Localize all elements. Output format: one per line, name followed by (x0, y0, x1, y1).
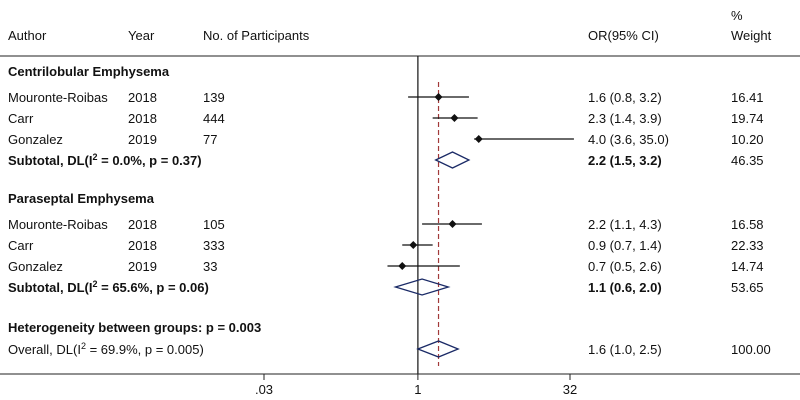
study-year: 2019 (128, 132, 157, 147)
study-or-ci: 4.0 (3.6, 35.0) (588, 132, 669, 147)
header-year: Year (128, 28, 155, 43)
study-or-ci: 2.2 (1.1, 4.3) (588, 217, 662, 232)
header-weight: Weight (731, 28, 772, 43)
group-title: Centrilobular Emphysema (8, 64, 170, 79)
study-weight: 14.74 (731, 259, 764, 274)
x-axis: .03 1 32 (0, 373, 800, 397)
study-author: Mouronte-Roibas (8, 217, 108, 232)
subtotal-weight: 46.35 (731, 153, 764, 168)
x-tick-label: .03 (255, 382, 273, 397)
study-point (398, 262, 407, 270)
header-or-ci: OR(95% CI) (588, 28, 659, 43)
study-or-ci: 0.7 (0.5, 2.6) (588, 259, 662, 274)
header-weight-percent: % (731, 8, 743, 23)
overall-label: Overall, DL(I2 = 69.9%, p = 0.005) (8, 341, 204, 357)
study-weight: 16.41 (731, 90, 764, 105)
study-point (474, 135, 483, 143)
subtotal-weight: 53.65 (731, 280, 764, 295)
study-author: Carr (8, 111, 34, 126)
study-year: 2018 (128, 217, 157, 232)
header-participants: No. of Participants (203, 28, 310, 43)
overall-weight: 100.00 (731, 342, 771, 357)
study-year: 2018 (128, 111, 157, 126)
study-point (448, 220, 457, 228)
study-weight: 22.33 (731, 238, 764, 253)
subtotal-diamond (434, 151, 471, 169)
study-or-ci: 0.9 (0.7, 1.4) (588, 238, 662, 253)
study-weight: 10.20 (731, 132, 764, 147)
study-or-ci: 1.6 (0.8, 3.2) (588, 90, 662, 105)
study-weight: 19.74 (731, 111, 764, 126)
study-participants: 105 (203, 217, 225, 232)
group-title: Paraseptal Emphysema (8, 191, 155, 206)
study-participants: 444 (203, 111, 225, 126)
subtotal-or-ci: 1.1 (0.6, 2.0) (588, 280, 662, 295)
study-participants: 33 (203, 259, 217, 274)
subtotal-label: Subtotal, DL(I2 = 65.6%, p = 0.06) (8, 279, 209, 295)
study-participants: 139 (203, 90, 225, 105)
overall-diamond (416, 340, 460, 358)
study-author: Gonzalez (8, 259, 63, 274)
study-year: 2018 (128, 238, 157, 253)
study-year: 2019 (128, 259, 157, 274)
study-participants: 333 (203, 238, 225, 253)
rows-layer: Centrilobular Emphysema Mouronte-Roibas 20… (8, 64, 771, 357)
study-participants: 77 (203, 132, 217, 147)
subtotal-label: Subtotal, DL(I2 = 0.0%, p = 0.37) (8, 152, 202, 168)
study-point (450, 114, 459, 122)
study-author: Gonzalez (8, 132, 63, 147)
study-year: 2018 (128, 90, 157, 105)
study-weight: 16.58 (731, 217, 764, 232)
plot-layer (387, 56, 574, 374)
subtotal-or-ci: 2.2 (1.5, 3.2) (588, 153, 662, 168)
study-point (409, 241, 418, 249)
subtotal-diamond (393, 278, 451, 296)
study-author: Carr (8, 238, 34, 253)
x-tick-label: 1 (414, 382, 421, 397)
study-author: Mouronte-Roibas (8, 90, 108, 105)
overall-or-ci: 1.6 (1.0, 2.5) (588, 342, 662, 357)
study-point (434, 93, 443, 101)
heterogeneity-text: Heterogeneity between groups: p = 0.003 (8, 320, 261, 335)
header-author: Author (8, 28, 47, 43)
study-or-ci: 2.3 (1.4, 3.9) (588, 111, 662, 126)
x-tick-label: 32 (563, 382, 577, 397)
